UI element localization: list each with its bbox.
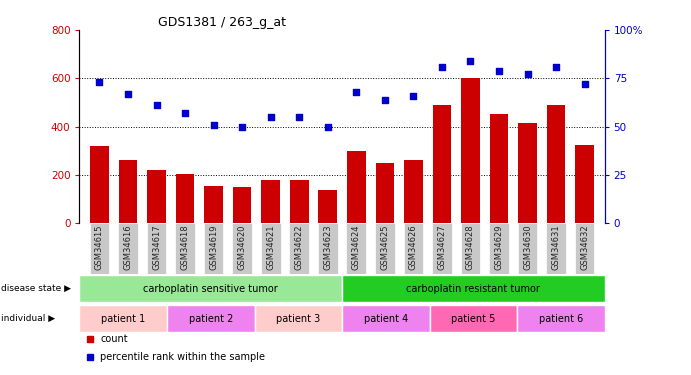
- Bar: [204, 223, 223, 274]
- Bar: [233, 187, 252, 223]
- Text: GSM34629: GSM34629: [495, 225, 504, 270]
- Bar: [430, 305, 517, 332]
- Text: GSM34625: GSM34625: [380, 225, 389, 270]
- Bar: [319, 190, 337, 223]
- Bar: [376, 163, 394, 223]
- Bar: [318, 223, 338, 274]
- Text: GSM34632: GSM34632: [580, 225, 589, 270]
- Bar: [146, 223, 167, 274]
- Text: GSM34624: GSM34624: [352, 225, 361, 270]
- Bar: [261, 223, 281, 274]
- Bar: [90, 223, 109, 274]
- Text: carboplatin resistant tumor: carboplatin resistant tumor: [406, 284, 540, 294]
- Bar: [375, 223, 395, 274]
- Text: patient 1: patient 1: [101, 314, 145, 324]
- Bar: [576, 145, 594, 223]
- Point: [465, 58, 476, 64]
- Text: GSM34620: GSM34620: [238, 225, 247, 270]
- Point: [208, 122, 219, 128]
- Point: [322, 123, 333, 129]
- Text: GSM34630: GSM34630: [523, 225, 532, 270]
- Bar: [290, 180, 308, 223]
- Point: [94, 79, 105, 85]
- Text: GSM34621: GSM34621: [266, 225, 275, 270]
- Point: [151, 102, 162, 108]
- Bar: [547, 105, 565, 223]
- Bar: [518, 123, 537, 223]
- Point: [265, 114, 276, 120]
- Bar: [490, 114, 509, 223]
- Text: GSM34628: GSM34628: [466, 225, 475, 270]
- Bar: [461, 223, 480, 274]
- Bar: [176, 174, 194, 223]
- Bar: [461, 78, 480, 223]
- Bar: [404, 223, 424, 274]
- Point: [351, 89, 362, 95]
- Text: GSM34615: GSM34615: [95, 225, 104, 270]
- Text: GDS1381 / 263_g_at: GDS1381 / 263_g_at: [158, 16, 286, 29]
- Bar: [342, 305, 430, 332]
- Point: [579, 81, 590, 87]
- Text: patient 4: patient 4: [363, 314, 408, 324]
- Bar: [79, 275, 342, 302]
- Bar: [517, 305, 605, 332]
- Text: GSM34622: GSM34622: [295, 225, 304, 270]
- Text: GSM34627: GSM34627: [437, 225, 446, 270]
- Point: [122, 91, 133, 97]
- Bar: [176, 223, 195, 274]
- Text: GSM34626: GSM34626: [409, 225, 418, 270]
- Bar: [347, 151, 366, 223]
- Text: patient 5: patient 5: [451, 314, 495, 324]
- Bar: [432, 223, 452, 274]
- Point: [437, 64, 448, 70]
- Bar: [342, 275, 605, 302]
- Point: [236, 123, 247, 129]
- Bar: [90, 146, 108, 223]
- Point: [408, 93, 419, 99]
- Text: GSM34631: GSM34631: [551, 225, 560, 270]
- Bar: [232, 223, 252, 274]
- Bar: [261, 180, 280, 223]
- Bar: [119, 160, 138, 223]
- Bar: [575, 223, 594, 274]
- Point: [379, 96, 390, 102]
- Text: patient 2: patient 2: [189, 314, 233, 324]
- Text: GSM34623: GSM34623: [323, 225, 332, 270]
- Point: [180, 110, 191, 116]
- Bar: [489, 223, 509, 274]
- Bar: [167, 305, 254, 332]
- Text: patient 3: patient 3: [276, 314, 321, 324]
- Bar: [79, 305, 167, 332]
- Text: disease state ▶: disease state ▶: [1, 284, 71, 293]
- Bar: [254, 305, 342, 332]
- Bar: [290, 223, 309, 274]
- Bar: [547, 223, 566, 274]
- Bar: [404, 160, 423, 223]
- Text: patient 6: patient 6: [539, 314, 583, 324]
- Text: count: count: [100, 334, 128, 344]
- Text: GSM34617: GSM34617: [152, 225, 161, 270]
- Text: carboplatin sensitive tumor: carboplatin sensitive tumor: [143, 284, 278, 294]
- Bar: [205, 186, 223, 223]
- Text: GSM34618: GSM34618: [180, 225, 189, 270]
- Point: [493, 68, 504, 74]
- Point: [294, 114, 305, 120]
- Bar: [433, 105, 451, 223]
- Bar: [346, 223, 366, 274]
- Bar: [118, 223, 138, 274]
- Text: individual ▶: individual ▶: [1, 314, 55, 323]
- Text: percentile rank within the sample: percentile rank within the sample: [100, 352, 265, 362]
- Bar: [518, 223, 538, 274]
- Point: [551, 64, 562, 70]
- Text: GSM34616: GSM34616: [124, 225, 133, 270]
- Bar: [147, 170, 166, 223]
- Text: GSM34619: GSM34619: [209, 225, 218, 270]
- Point: [522, 71, 533, 77]
